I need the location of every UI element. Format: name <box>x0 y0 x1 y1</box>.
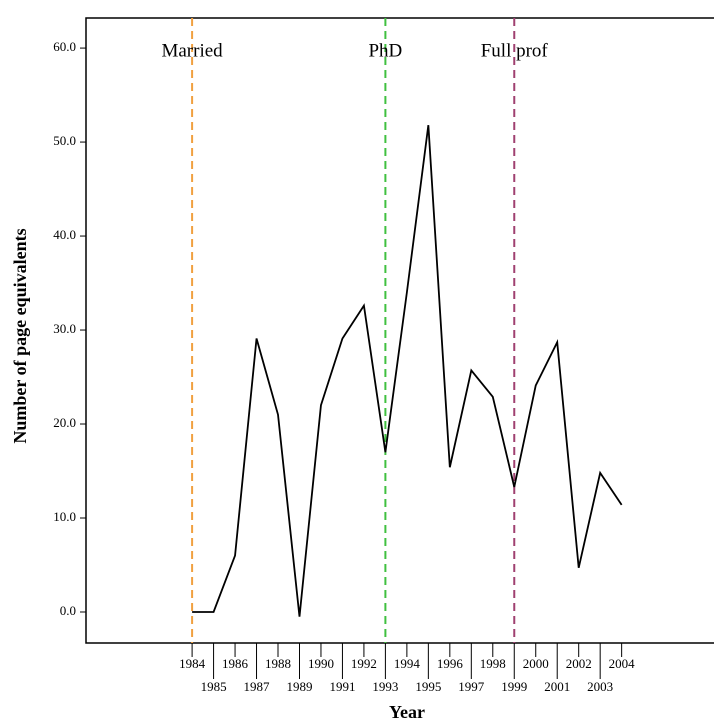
y-tick-label: 50.0 <box>53 133 76 148</box>
y-tick-label: 20.0 <box>53 415 76 430</box>
x-tick-label: 1995 <box>415 679 441 694</box>
x-tick-label: 1997 <box>458 679 485 694</box>
x-tick-label: 1991 <box>329 679 355 694</box>
y-tick-label: 30.0 <box>53 321 76 336</box>
x-tick-label: 1998 <box>480 656 506 671</box>
y-axis-label: Number of page equivalents <box>10 228 30 443</box>
x-tick-label: 1996 <box>437 656 464 671</box>
x-tick-label: 1992 <box>351 656 377 671</box>
event-label: Married <box>161 40 223 61</box>
x-tick-label: 1984 <box>179 656 206 671</box>
y-tick-label: 0.0 <box>60 603 76 618</box>
x-tick-label: 1986 <box>222 656 249 671</box>
x-tick-label: 2000 <box>523 656 549 671</box>
y-tick-label: 40.0 <box>53 227 76 242</box>
x-tick-label: 2002 <box>566 656 592 671</box>
plot-frame <box>85 17 714 644</box>
x-tick-label: 2004 <box>609 656 636 671</box>
x-tick-label: 1985 <box>201 679 227 694</box>
x-tick-label: 1999 <box>501 679 527 694</box>
y-tick-label: 10.0 <box>53 509 76 524</box>
x-tick-label: 1989 <box>286 679 312 694</box>
x-tick-label: 1993 <box>372 679 398 694</box>
event-label: Full prof <box>481 40 549 61</box>
event-label: PhD <box>368 40 402 61</box>
x-tick-label: 1987 <box>244 679 271 694</box>
y-tick-label: 60.0 <box>53 39 76 54</box>
x-axis-label: Year <box>389 702 425 722</box>
x-tick-label: 1990 <box>308 656 334 671</box>
data-line <box>192 125 623 617</box>
x-tick-label: 1988 <box>265 656 291 671</box>
x-tick-label: 2003 <box>587 679 613 694</box>
x-tick-label: 1994 <box>394 656 421 671</box>
x-tick-label: 2001 <box>544 679 570 694</box>
